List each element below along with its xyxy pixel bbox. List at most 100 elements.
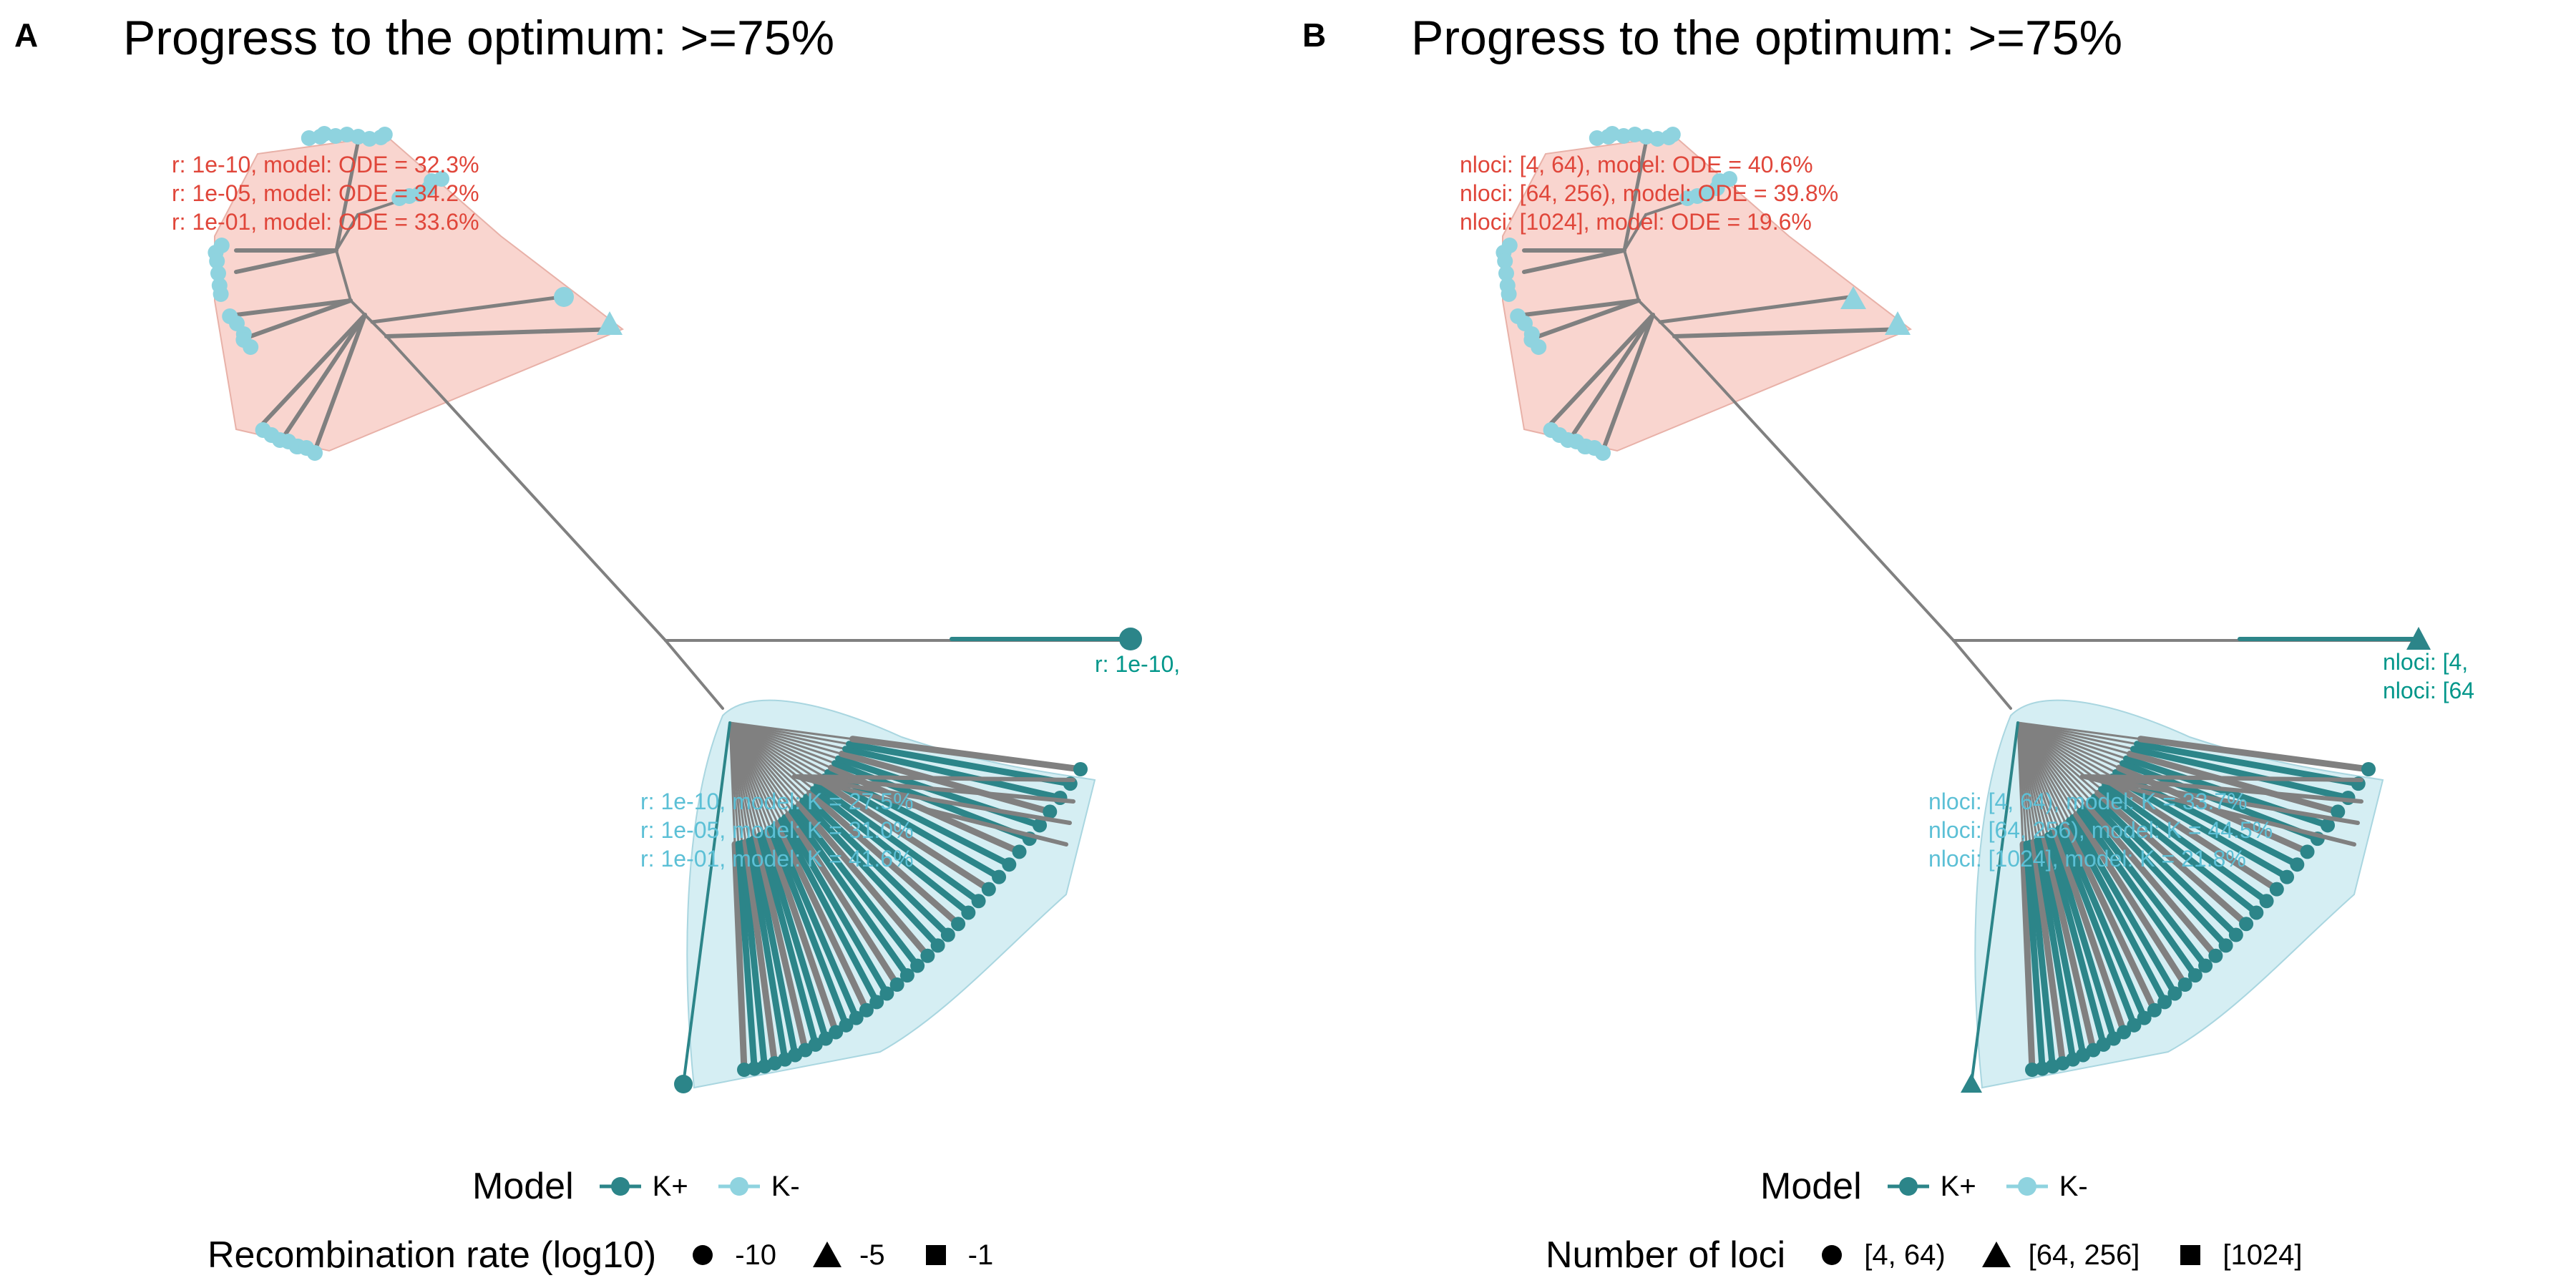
tree-branch (2084, 801, 2219, 960)
tree-branch (731, 841, 748, 1073)
shape-legend: Recombination rate (log10) -10 -5 -1 (208, 1234, 1022, 1277)
k-label-3: nloci: [1024], model: K = 21.8% (1928, 846, 2246, 872)
tree-branch (1623, 213, 1647, 252)
tree-branch (753, 834, 809, 1054)
tip-node (1033, 818, 1048, 833)
tip-node (1531, 339, 1547, 355)
tip-node (2290, 857, 2305, 872)
tip-node (1840, 286, 1866, 309)
tree-branch (2094, 789, 2250, 927)
tip-node (951, 917, 966, 932)
tip-node (2147, 1002, 2162, 1018)
tip-node (2167, 986, 2182, 1001)
tree-branch (839, 751, 1053, 815)
shape-legend-label: [1024] (2223, 1239, 2303, 1271)
triangle-shape-icon (813, 1241, 842, 1267)
tree-branch (1970, 721, 2019, 1085)
square-shape-icon (2180, 1245, 2201, 1265)
tip-node (1595, 445, 1611, 461)
k-minus-key-icon (2006, 1177, 2048, 1196)
tree-branch (2091, 794, 2240, 939)
tree-branch (2080, 774, 2363, 804)
tree-branch (2026, 839, 2056, 1070)
tree-branch (1601, 313, 1655, 453)
tree-branch (749, 836, 799, 1058)
tree-branch (806, 789, 962, 927)
tip-node (1664, 127, 1681, 142)
tree-branch (234, 298, 353, 317)
panel-letter: A (14, 16, 39, 54)
tree-branch (349, 299, 388, 338)
tree-branch (335, 213, 359, 252)
tree-branch (1658, 295, 1852, 324)
model-legend-title: Model (1760, 1166, 1862, 1207)
tip-node (1497, 253, 1513, 269)
tree-branch (2109, 773, 2290, 881)
tree-branch (2130, 746, 2352, 801)
tree-branch (771, 822, 860, 1022)
panel-b: B Progress to the optimum: >=75% nloci: … (1288, 0, 2576, 1288)
tip-node (2331, 804, 2346, 819)
shape-legend-label: [64, 256] (2028, 1239, 2140, 1271)
tip-node (2259, 894, 2274, 909)
tree-branch (742, 839, 779, 1067)
tree-branch (735, 840, 758, 1072)
tip-node (961, 905, 976, 920)
tree-branch (792, 774, 1075, 782)
tip-node (940, 927, 955, 942)
tip-node (2127, 1018, 2142, 1033)
tree-diagram (208, 126, 1142, 1093)
tree-branch (796, 801, 931, 960)
tree-branch (817, 777, 992, 893)
tree-branch (774, 820, 870, 1014)
tree-branch (2016, 721, 2142, 741)
tip-node (818, 1031, 833, 1046)
tip-node (2361, 762, 2376, 776)
outlier-label-1: r: 1e-10, (1095, 651, 1181, 677)
tip-node (2106, 1031, 2121, 1046)
tree-branch (248, 298, 353, 338)
tip-node (2187, 968, 2202, 983)
circle-shape-icon (693, 1245, 713, 1265)
tree-branch (728, 721, 854, 741)
tip-node (849, 1010, 864, 1025)
tree-branch (1672, 327, 1906, 338)
model-legend-title: Model (472, 1166, 574, 1207)
tree-branch (2080, 774, 2360, 825)
tree-branch (2034, 837, 2077, 1063)
tree-branch (2105, 777, 2280, 893)
tree-branch (2037, 836, 2087, 1058)
tip-node (2300, 844, 2315, 859)
k-label-1: r: 1e-10, model: K = 27.5% (640, 789, 914, 814)
tree-branch (792, 804, 921, 970)
tip-node (981, 882, 996, 897)
tip-node (2198, 958, 2213, 973)
tip-node (1961, 1073, 1982, 1093)
tip-node (2208, 948, 2223, 963)
k-label-2: r: 1e-05, model: K = 31.0% (640, 817, 914, 843)
tree-branch (760, 830, 829, 1042)
tree-branch (1565, 313, 1655, 446)
tip-node (1885, 311, 1911, 335)
tip-node (910, 958, 925, 973)
shape-legend-label: -1 (967, 1239, 994, 1271)
tree-branch (2080, 774, 2356, 847)
tree-branch (255, 313, 367, 431)
tip-node (1498, 265, 1514, 281)
tree-branch (2055, 825, 2137, 1029)
tip-node (930, 938, 945, 953)
panel-a: A Progress to the optimum: >=75% r: 1e-1… (14, 11, 1181, 1277)
k-label-1: nloci: [4, 64), model: K = 33.7% (1928, 789, 2248, 814)
tip-node (920, 948, 935, 963)
ode-label-2: r: 1e-05, model: ODE = 34.2% (172, 180, 479, 206)
tip-node (307, 445, 323, 461)
backbone-branch (664, 639, 724, 710)
tip-node (213, 286, 229, 302)
tip-node (2177, 977, 2192, 992)
outlier-label-1: nloci: [4, (2383, 649, 2469, 675)
tree-branch (2041, 834, 2097, 1054)
tree-branch (738, 839, 768, 1070)
tree-branch (234, 248, 338, 274)
tree-branch (792, 774, 1072, 825)
tree-branch (814, 781, 982, 904)
